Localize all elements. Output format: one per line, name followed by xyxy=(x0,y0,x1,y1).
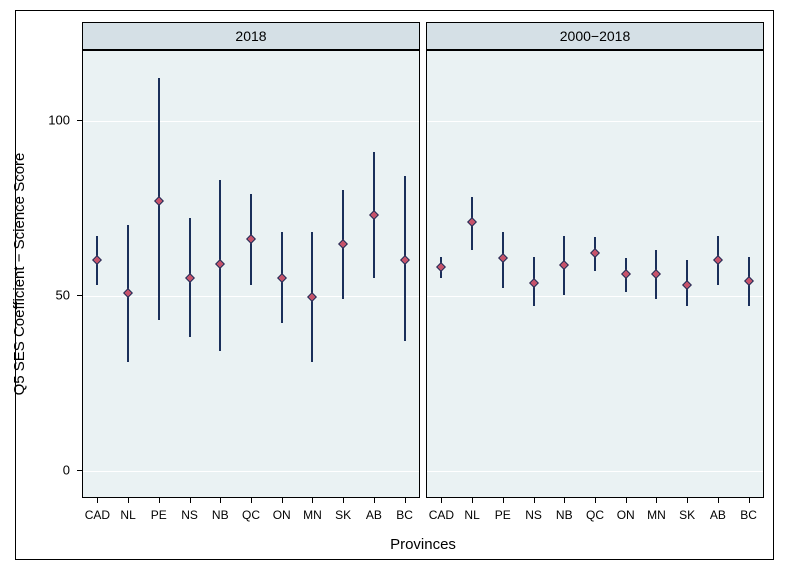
gridline xyxy=(427,471,763,472)
x-tick-label: NL xyxy=(464,508,479,522)
x-tick xyxy=(220,498,221,503)
y-tick-label: 0 xyxy=(63,463,70,478)
gridline xyxy=(427,121,763,122)
x-tick-label: NS xyxy=(181,508,198,522)
panel-title: 2018 xyxy=(235,28,266,44)
x-tick-label: QC xyxy=(586,508,604,522)
x-tick-label: ON xyxy=(617,508,635,522)
figure-root: Q5 SES Coefficient − Science Score 0 50 100… xyxy=(0,0,789,573)
y-axis-label: Q5 SES Coefficient − Science Score xyxy=(11,153,28,396)
x-tick xyxy=(595,498,596,503)
x-tick xyxy=(159,498,160,503)
x-tick xyxy=(374,498,375,503)
x-tick-label: MN xyxy=(647,508,666,522)
x-tick-label: BC xyxy=(396,508,413,522)
x-tick xyxy=(441,498,442,503)
x-tick-label: NS xyxy=(525,508,542,522)
x-tick-label: NB xyxy=(212,508,229,522)
panel-header: 2000−2018 xyxy=(426,22,764,50)
x-tick-label: MN xyxy=(303,508,322,522)
x-tick-label: QC xyxy=(242,508,260,522)
panel-data-region xyxy=(426,50,764,498)
x-tick xyxy=(97,498,98,503)
x-tick xyxy=(472,498,473,503)
x-tick xyxy=(687,498,688,503)
x-tick-label: CAD xyxy=(85,508,110,522)
x-tick xyxy=(749,498,750,503)
x-tick-label: AB xyxy=(710,508,726,522)
x-axis-label: Provinces xyxy=(390,536,456,553)
x-tick-label: BC xyxy=(740,508,757,522)
gridline xyxy=(83,121,419,122)
x-tick xyxy=(405,498,406,503)
x-tick xyxy=(564,498,565,503)
x-tick xyxy=(534,498,535,503)
panel-title: 2000−2018 xyxy=(560,28,630,44)
x-tick-label: PE xyxy=(495,508,511,522)
x-tick xyxy=(626,498,627,503)
x-tick-label: NL xyxy=(120,508,135,522)
y-tick-label: 100 xyxy=(48,113,70,128)
x-tick-label: PE xyxy=(151,508,167,522)
gridline xyxy=(83,471,419,472)
x-tick xyxy=(190,498,191,503)
x-tick xyxy=(718,498,719,503)
x-tick xyxy=(282,498,283,503)
x-tick-label: NB xyxy=(556,508,573,522)
y-tick-label: 50 xyxy=(56,288,70,303)
x-tick xyxy=(503,498,504,503)
panel-header: 2018 xyxy=(82,22,420,50)
x-tick xyxy=(312,498,313,503)
x-tick-label: SK xyxy=(335,508,351,522)
x-tick-label: ON xyxy=(273,508,291,522)
x-tick xyxy=(343,498,344,503)
x-tick-label: SK xyxy=(679,508,695,522)
x-tick xyxy=(251,498,252,503)
x-tick xyxy=(128,498,129,503)
x-tick-label: AB xyxy=(366,508,382,522)
gridline xyxy=(83,296,419,297)
gridline xyxy=(427,296,763,297)
x-tick xyxy=(656,498,657,503)
x-tick-label: CAD xyxy=(429,508,454,522)
